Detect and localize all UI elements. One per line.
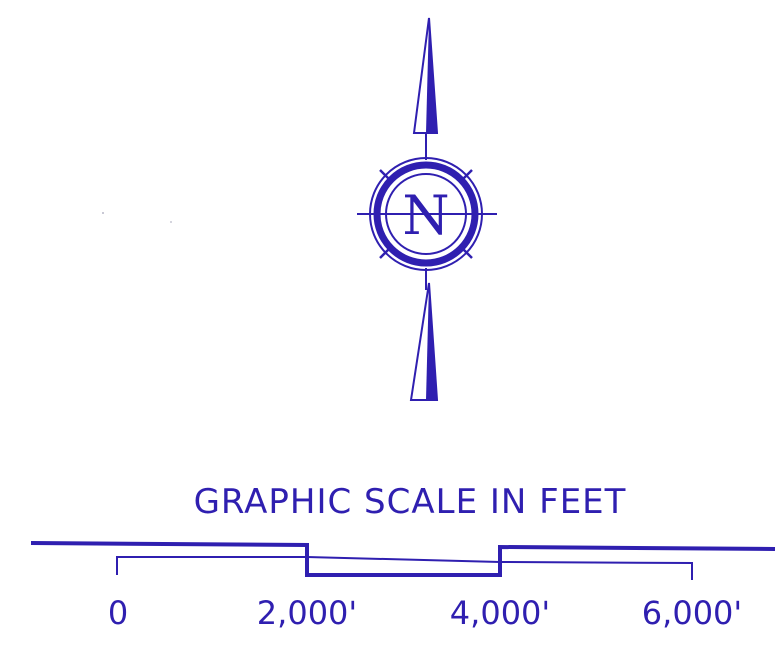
scan-speck: [170, 221, 172, 223]
scale-bar-thick-line: [30, 541, 776, 577]
north-arrow: N: [357, 17, 497, 401]
scale-label-4000: 4,000': [450, 594, 550, 632]
compass-tick-nw: [379, 169, 393, 183]
scale-label-6000: 6,000': [642, 594, 742, 632]
compass-tick-sw: [379, 245, 393, 259]
north-letter: N: [402, 184, 449, 247]
scale-bar-thin-line: [116, 556, 693, 580]
scale-label-0: 0: [108, 594, 128, 632]
scale-title: GRAPHIC SCALE IN FEET: [194, 482, 627, 522]
scan-speck: [102, 212, 104, 214]
north-needle-bottom-fill: [426, 283, 437, 400]
scale-bar: [30, 541, 776, 580]
compass-tick-ne: [459, 169, 473, 183]
north-needle-top-fill: [426, 18, 437, 133]
compass-tick-se: [459, 245, 473, 259]
scale-label-2000: 2,000': [257, 594, 357, 632]
